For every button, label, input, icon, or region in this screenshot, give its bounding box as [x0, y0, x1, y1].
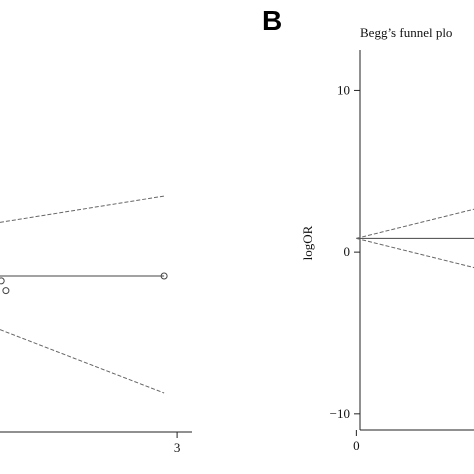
panel-b-y-tick-label: −10 — [330, 406, 350, 421]
panel-b-funnel-upper-limit — [356, 208, 474, 239]
panel-b-y-tick-label: 10 — [337, 82, 350, 97]
panel-b-x-ticks: 0 — [353, 430, 360, 453]
panel-b-y-axis-label: logOR — [300, 225, 315, 260]
panel-a: 3 — [0, 195, 192, 455]
panel-a-x-tick-label: 3 — [174, 440, 181, 455]
panel-b-x-tick-label: 0 — [353, 438, 360, 453]
panel-a-x-ticks: 3 — [174, 432, 181, 455]
panel-a-funnel-lower-limit — [0, 329, 165, 394]
panel-b-funnel-lower-limit — [356, 237, 474, 269]
panel-a-study-point — [160, 272, 168, 280]
panel-b-title: Begg’s funnel plo — [360, 25, 452, 40]
panel-b-y-ticks: 10 0 −10 — [330, 82, 360, 421]
panel-a-study-point — [2, 287, 10, 295]
panel-a-study-point — [0, 277, 5, 285]
panel-a-funnel-upper-limit — [0, 195, 165, 223]
panel-b-y-tick-label: 0 — [344, 244, 351, 259]
panel-b: B Begg’s funnel plo logOR 10 0 −10 0 — [262, 5, 474, 453]
panel-b-letter: B — [262, 5, 282, 36]
panel-a-study-points — [0, 272, 168, 295]
